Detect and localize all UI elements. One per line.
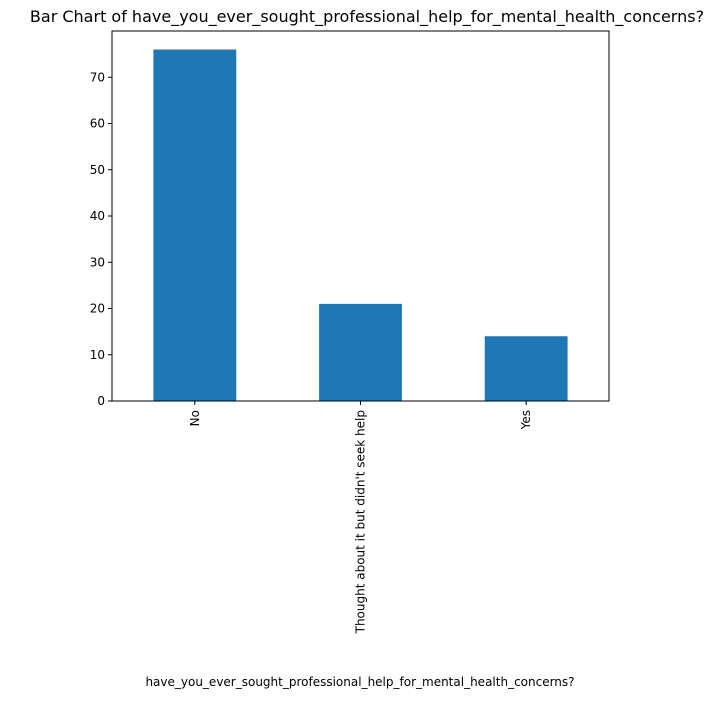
- y-tick-label: 30: [90, 255, 105, 269]
- x-axis: No Thought about it but didn't seek help Y…: [188, 401, 533, 634]
- y-tick-label: 70: [90, 70, 105, 84]
- y-axis: 0 10 20 30 40 50 60 70: [90, 70, 112, 408]
- bars-layer: [153, 49, 568, 401]
- x-tick-label: No: [188, 410, 202, 426]
- chart-title: Bar Chart of have_you_ever_sought_profes…: [30, 7, 704, 27]
- x-axis-label: have_you_ever_sought_professional_help_f…: [145, 675, 574, 689]
- y-tick-label: 20: [90, 302, 105, 316]
- x-tick-label: Yes: [519, 410, 533, 430]
- y-tick-label: 0: [97, 394, 105, 408]
- y-tick-label: 10: [90, 348, 105, 362]
- y-tick-label: 40: [90, 209, 105, 223]
- x-tick-label: Thought about it but didn't seek help: [354, 410, 368, 634]
- y-tick-label: 60: [90, 117, 105, 131]
- bar-0: [153, 49, 237, 401]
- y-tick-label: 50: [90, 163, 105, 177]
- bar-1: [319, 303, 402, 401]
- bar-2: [484, 336, 568, 401]
